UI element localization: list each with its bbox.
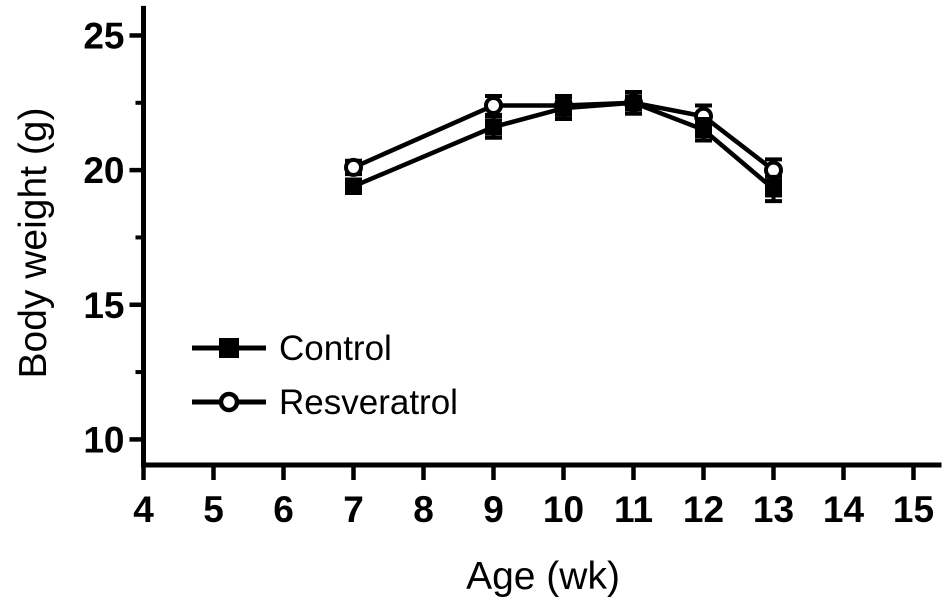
y-tick-label: 10 [83,419,124,460]
plot-series [344,90,783,204]
filled-square-marker-icon [485,118,502,136]
y-tick-label: 25 [83,15,124,56]
filled-square-marker-icon [219,338,239,358]
x-tick-label: 4 [133,489,154,530]
x-tick-label: 7 [343,489,364,530]
filled-square-marker-icon [625,94,642,112]
open-circle-marker-icon [218,391,240,413]
x-tick-label: 15 [893,489,934,530]
x-tick-label: 10 [543,489,584,530]
filled-square-marker-icon [555,99,572,117]
axes: 4 5 6 7 8 9 10 11 12 13 14 15 10 15 20 25 [83,5,942,530]
x-tick-label: 11 [614,489,653,530]
x-axis-title: Age (wk) [466,555,620,598]
x-tick-label: 14 [823,489,865,530]
legend-entry-control: Control [192,329,392,368]
y-axis-title: Body weight (g) [12,108,55,379]
series-control [345,90,782,204]
legend: Control Resveratrol [192,329,458,422]
x-tick-label: 13 [753,489,794,530]
series-line [352,100,775,191]
x-tick-label: 8 [413,489,434,530]
x-tick-label: 12 [683,489,724,530]
legend-label-control: Control [279,329,392,368]
y-tick-label: 15 [83,285,124,326]
filled-square-marker-icon [765,180,782,198]
filled-square-marker-icon [695,121,712,139]
filled-square-marker-icon [345,177,362,195]
open-circle-marker-icon [484,95,503,115]
legend-entry-resveratrol: Resveratrol [192,383,458,422]
y-tick-label: 20 [83,150,124,191]
legend-label-resveratrol: Resveratrol [279,383,458,422]
open-circle-marker-icon [344,157,363,177]
x-tick-label: 9 [483,489,504,530]
x-tick-label: 5 [203,489,224,530]
x-tick-label: 6 [273,489,294,530]
